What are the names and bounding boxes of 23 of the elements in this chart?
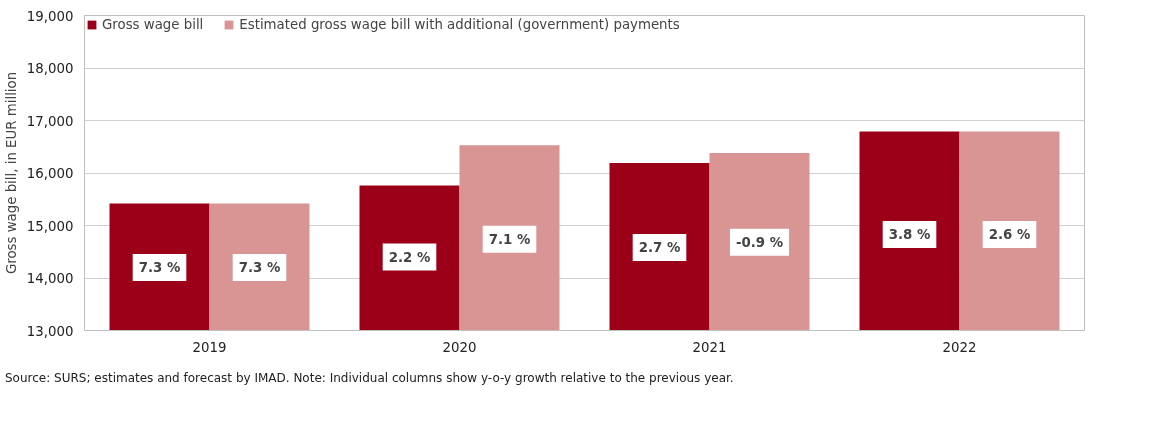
y-tick-label: 13,000 bbox=[26, 323, 74, 339]
y-axis-title: Gross wage bill, in EUR million bbox=[3, 71, 19, 275]
annotation: 2.6 % bbox=[988, 226, 1031, 242]
x-tick-label: 2020 bbox=[442, 339, 477, 355]
annotation: -0.9 % bbox=[735, 234, 784, 250]
source-note: Source: SURS; estimates and forecast by IMAD. Note: Individual columns show y-o-y growth relative to the previous year. bbox=[5, 370, 734, 387]
y-tick-label: 19,000 bbox=[26, 8, 74, 24]
legend-label: Estimated gross wage bill with additional (government) payments bbox=[239, 17, 680, 32]
annotation: 7.3 % bbox=[238, 260, 281, 275]
annotation: 7.3 % bbox=[138, 260, 181, 275]
x-tick-label: 2022 bbox=[942, 339, 977, 355]
annotation: 2.2 % bbox=[388, 249, 431, 265]
x-tick-label: 2021 bbox=[692, 339, 727, 355]
annotation: 3.8 % bbox=[888, 226, 931, 242]
y-tick-label: 17,000 bbox=[26, 113, 74, 129]
y-tick-label: 16,000 bbox=[26, 166, 74, 181]
annotation: 7.1 % bbox=[488, 231, 531, 247]
y-tick-label: 14,000 bbox=[26, 271, 74, 286]
annotation: 2.7 % bbox=[638, 240, 681, 256]
legend-label: Gross wage bill bbox=[102, 17, 204, 32]
y-tick-label: 18,000 bbox=[26, 61, 74, 76]
y-tick-label: 15,000 bbox=[26, 218, 74, 234]
x-tick-label: 2019 bbox=[192, 339, 227, 355]
